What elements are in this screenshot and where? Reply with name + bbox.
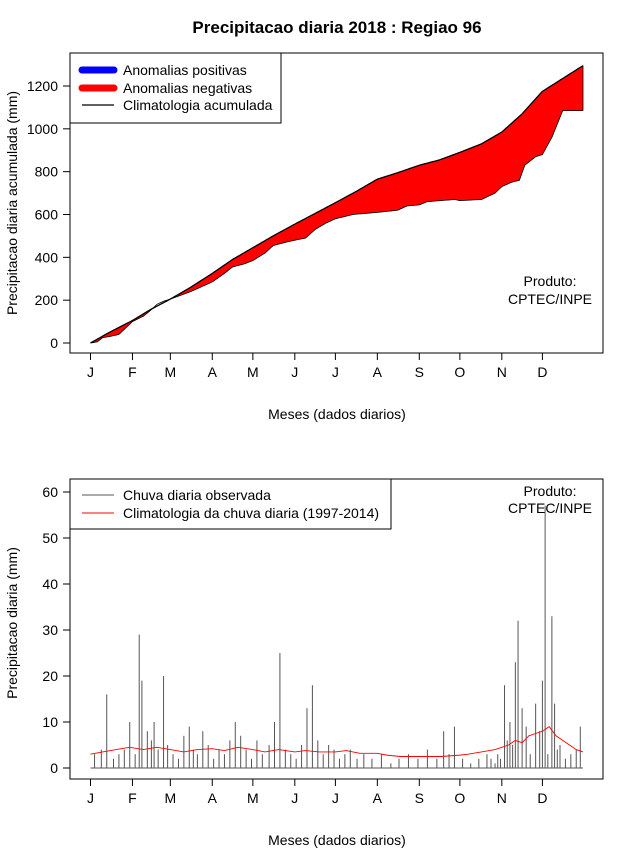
x-tick-label: J <box>332 790 339 806</box>
product-label: Produto: <box>524 273 577 289</box>
y-tick-label: 20 <box>42 668 58 684</box>
y-tick-label: 40 <box>42 576 58 592</box>
x-tick-label: S <box>415 790 424 806</box>
legend-box <box>69 478 392 530</box>
product-label: Produto: <box>524 483 577 499</box>
legend-label-climatology: Climatologia acumulada <box>123 97 273 113</box>
x-tick-label: A <box>208 790 218 806</box>
figure-title: Precipitacao diaria 2018 : Regiao 96 <box>192 18 481 37</box>
x-axis-label: Meses (dados diarios) <box>268 406 406 422</box>
y-tick-label: 30 <box>42 622 58 638</box>
y-tick-label: 400 <box>35 249 59 265</box>
x-tick-label: N <box>497 364 507 380</box>
x-tick-label: A <box>208 364 218 380</box>
x-tick-label: J <box>332 364 339 380</box>
x-tick-label: M <box>247 790 259 806</box>
x-tick-label: J <box>291 364 298 380</box>
x-tick-label: J <box>87 790 94 806</box>
legend: Chuva diaria observada Climatologia da c… <box>69 478 392 530</box>
x-tick-label: M <box>247 364 259 380</box>
y-tick-label: 0 <box>50 335 58 351</box>
x-tick-label: F <box>128 790 137 806</box>
x-tick-label: A <box>373 364 383 380</box>
legend-label-observed: Chuva diaria observada <box>123 487 271 503</box>
legend-label-positive: Anomalias positivas <box>123 62 247 78</box>
legend-label-climatology: Climatologia da chuva diaria (1997-2014) <box>123 505 379 521</box>
x-tick-label: O <box>454 790 465 806</box>
negative-anomaly-area <box>90 65 583 344</box>
legend-label-negative: Anomalias negativas <box>123 80 252 96</box>
y-tick-label: 600 <box>35 207 59 223</box>
y-tick-label: 1000 <box>27 121 58 137</box>
x-axis-label: Meses (dados diarios) <box>268 832 406 848</box>
x-tick-label: D <box>537 364 547 380</box>
y-axis-label: Precipitacao diaria (mm) <box>4 547 20 699</box>
x-tick-label: J <box>291 790 298 806</box>
x-tick-label: S <box>415 364 424 380</box>
y-tick-label: 1200 <box>27 78 58 94</box>
y-tick-label: 800 <box>35 164 59 180</box>
y-axis-label: Precipitacao diaria acumulada (mm) <box>4 91 20 315</box>
climatology-daily-line <box>90 725 584 757</box>
x-tick-label: N <box>497 790 507 806</box>
product-source: CPTEC/INPE <box>508 291 592 307</box>
x-tick-label: J <box>87 364 94 380</box>
y-tick-label: 0 <box>50 760 58 776</box>
daily-panel: J F M A M J J A S O N D 0 10 20 30 40 50 60 Meses (dados d… <box>4 478 604 848</box>
y-tick-label: 10 <box>42 714 58 730</box>
x-tick-label: O <box>454 364 465 380</box>
y-tick-label: 200 <box>35 292 59 308</box>
x-tick-label: F <box>128 364 137 380</box>
y-tick-label: 50 <box>42 530 58 546</box>
legend: Anomalias positivas Anomalias negativas … <box>69 52 282 124</box>
x-tick-label: M <box>164 790 176 806</box>
y-tick-label: 60 <box>42 484 58 500</box>
product-source: CPTEC/INPE <box>508 500 592 516</box>
x-tick-label: M <box>164 364 176 380</box>
x-tick-label: D <box>537 790 547 806</box>
cumulative-panel: J F M A M J J A S O N D 0 200 400 600 800 1000 1200 Meses … <box>4 52 604 422</box>
climatology-cumulative-line <box>90 65 584 344</box>
x-tick-label: A <box>373 790 383 806</box>
